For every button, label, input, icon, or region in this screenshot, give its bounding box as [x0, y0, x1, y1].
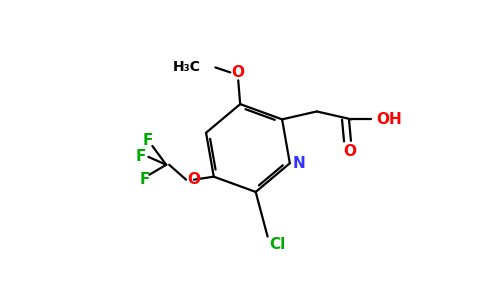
Text: O: O [343, 144, 356, 159]
Text: N: N [293, 156, 305, 171]
Text: Cl: Cl [270, 237, 286, 252]
Text: F: F [136, 149, 146, 164]
Text: OH: OH [376, 112, 402, 127]
Text: H₃C: H₃C [173, 61, 200, 74]
Text: O: O [187, 172, 200, 187]
Text: F: F [142, 133, 152, 148]
Text: O: O [232, 65, 245, 80]
Text: F: F [139, 172, 150, 187]
